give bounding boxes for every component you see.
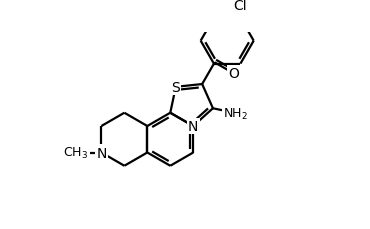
Text: CH$_3$: CH$_3$ (63, 145, 88, 160)
Text: N: N (96, 146, 107, 160)
Text: O: O (228, 67, 239, 81)
Text: Cl: Cl (233, 0, 247, 13)
Text: N: N (188, 120, 198, 134)
Text: S: S (171, 80, 180, 94)
Text: NH$_2$: NH$_2$ (223, 106, 248, 121)
